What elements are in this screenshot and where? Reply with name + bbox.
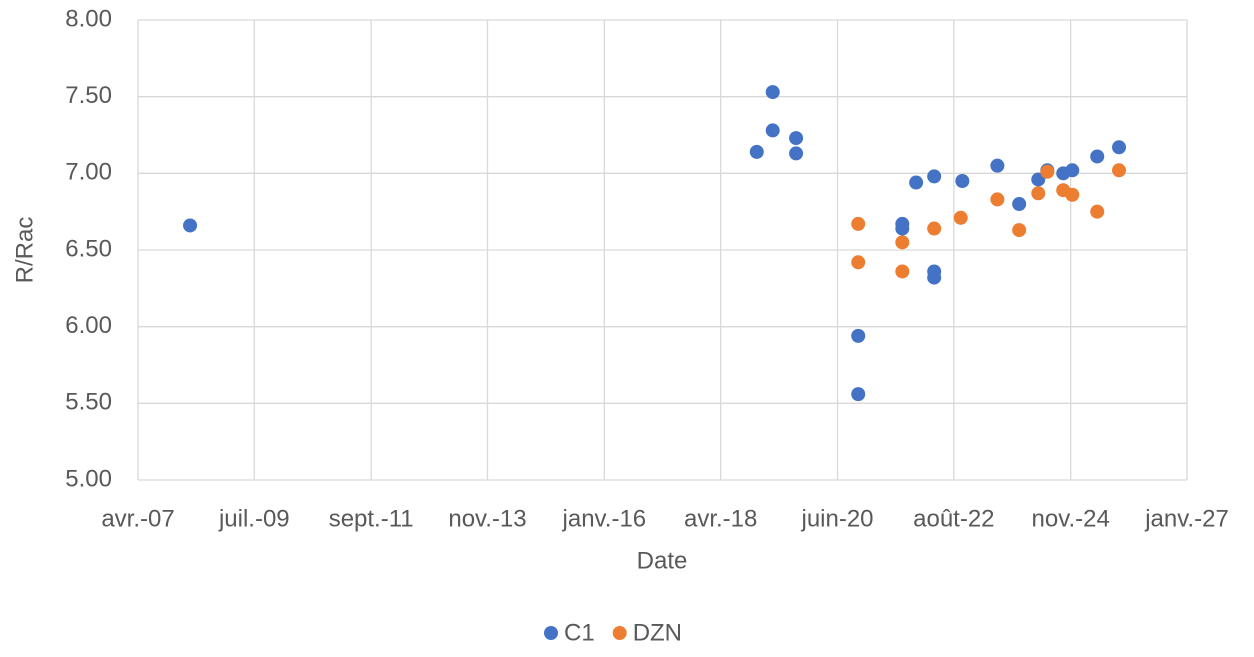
point xyxy=(789,131,804,146)
point xyxy=(1065,187,1080,202)
point xyxy=(895,221,910,236)
point xyxy=(789,146,804,161)
point xyxy=(1065,163,1080,178)
point xyxy=(909,175,924,190)
point xyxy=(1040,164,1055,179)
point xyxy=(927,221,942,236)
legend-label: C1 xyxy=(564,619,595,646)
point xyxy=(953,210,968,225)
point xyxy=(1112,140,1127,155)
x-tick-label: juil.-09 xyxy=(218,505,290,532)
point xyxy=(765,123,780,138)
y-tick-label: 7.00 xyxy=(65,159,112,186)
point xyxy=(1112,163,1127,178)
point xyxy=(851,216,866,231)
x-tick-label: avr.-18 xyxy=(684,505,757,532)
point xyxy=(1012,223,1027,238)
point xyxy=(851,328,866,343)
point xyxy=(895,264,910,279)
y-tick-label: 6.50 xyxy=(65,235,112,262)
y-tick-label: 5.50 xyxy=(65,389,112,416)
x-tick-label: juin-20 xyxy=(800,505,873,532)
x-tick-label: nov.-24 xyxy=(1032,505,1110,532)
point xyxy=(927,169,942,184)
x-tick-label: janv.-27 xyxy=(1144,505,1229,532)
point xyxy=(955,174,970,188)
point xyxy=(927,270,942,285)
legend-label: DZN xyxy=(633,619,682,646)
x-axis-title: Date xyxy=(637,547,688,574)
point xyxy=(851,255,866,270)
x-tick-label: sept.-11 xyxy=(329,505,414,532)
x-tick-label: août-22 xyxy=(913,505,994,532)
point xyxy=(895,235,910,250)
point xyxy=(765,85,780,100)
point xyxy=(990,192,1005,207)
point xyxy=(749,144,764,159)
point xyxy=(1012,197,1027,211)
y-tick-label: 8.00 xyxy=(65,5,112,32)
y-axis-title: R/Rac xyxy=(11,217,38,284)
y-tick-label: 6.00 xyxy=(65,312,112,339)
x-tick-label: janv.-16 xyxy=(562,505,647,532)
legend-marker xyxy=(544,626,558,640)
point xyxy=(990,158,1005,173)
x-tick-label: avr.-07 xyxy=(101,505,174,532)
point xyxy=(1031,186,1046,201)
point xyxy=(851,387,866,402)
legend-marker xyxy=(612,626,627,640)
point xyxy=(1090,149,1105,164)
y-tick-label: 5.00 xyxy=(65,465,112,492)
point xyxy=(1090,204,1105,219)
point xyxy=(183,218,198,233)
x-tick-label: nov.-13 xyxy=(448,505,526,532)
y-tick-label: 7.50 xyxy=(65,82,112,109)
